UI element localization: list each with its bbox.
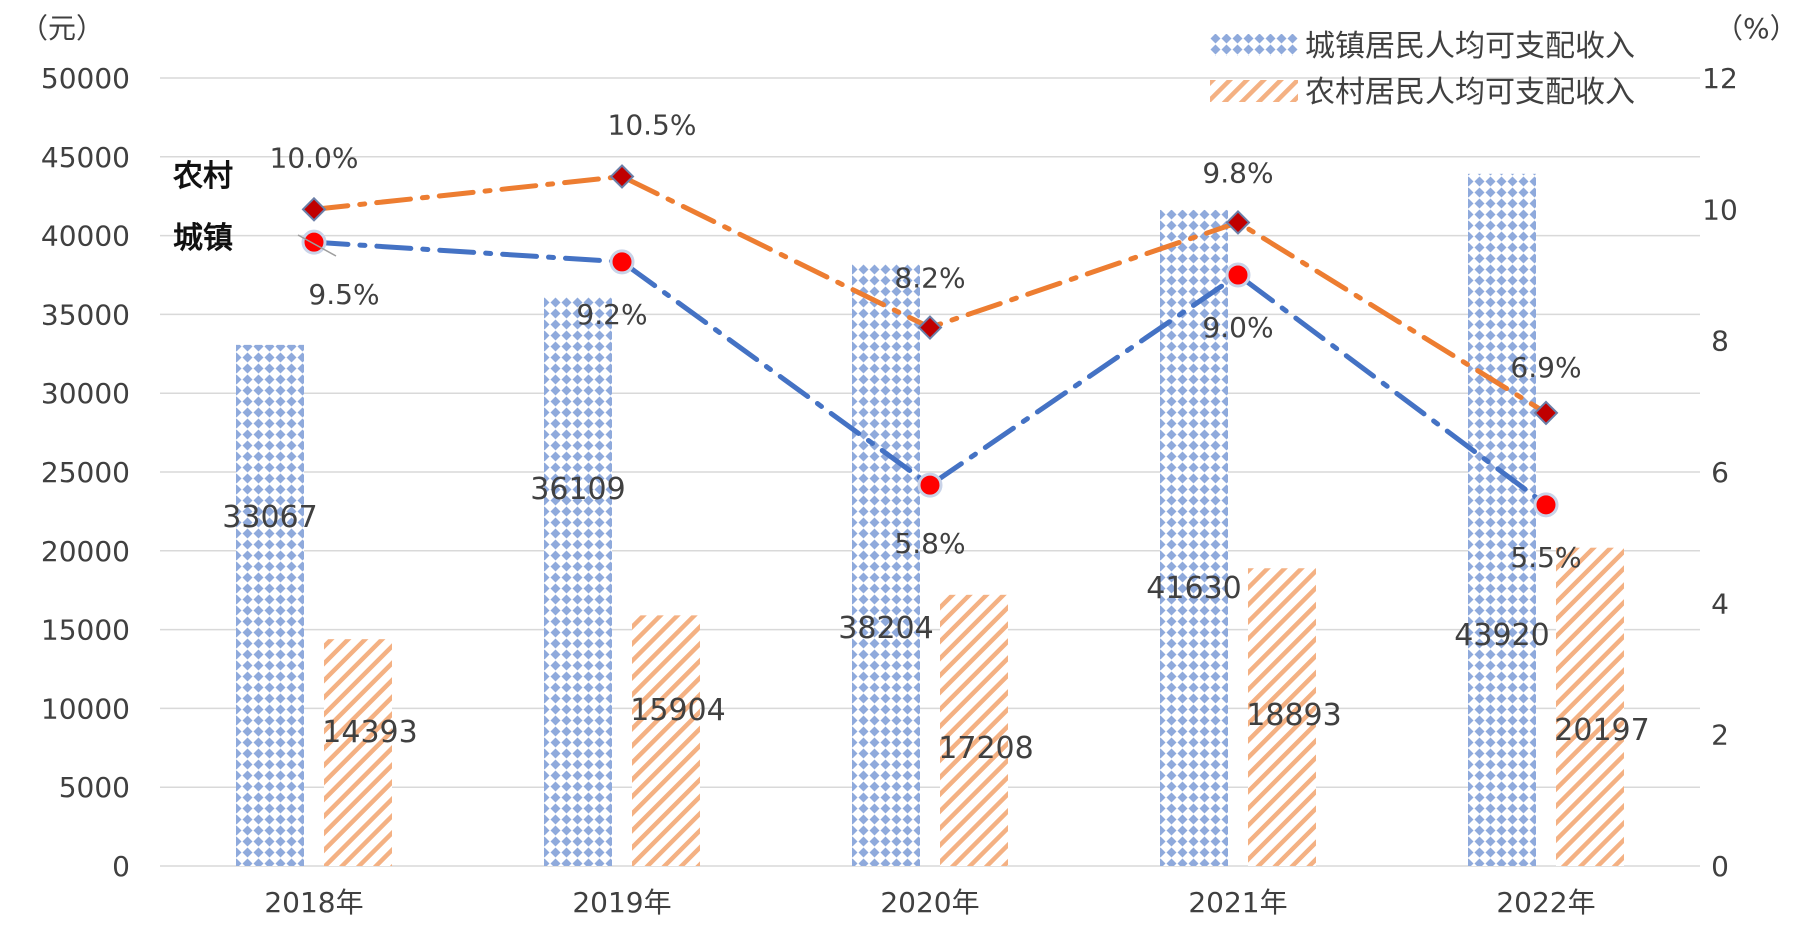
left-axis-unit: （元） <box>20 12 104 45</box>
growth-label-rural: 10.5% <box>608 109 697 142</box>
growth-label-urban: 5.5% <box>1510 541 1581 574</box>
y-right-tick-label: 6 <box>1711 456 1729 489</box>
y-left-tick-label: 45000 <box>41 141 130 174</box>
gridlines <box>160 77 1700 867</box>
x-tick-label: 2022年 <box>1496 886 1595 919</box>
x-tick-label: 2021年 <box>1188 886 1287 919</box>
bar-label-rural: 20197 <box>1554 713 1649 748</box>
bar-labels: 33067 36109 38204 41630 43920 14393 15904 17208… <box>222 472 1649 766</box>
right-axis: 0 2 4 6 8 10 12 <box>1702 62 1738 883</box>
y-left-tick-label: 10000 <box>41 692 130 725</box>
bar-label-urban: 36109 <box>530 472 625 507</box>
bar-rural <box>1556 547 1624 866</box>
y-right-tick-label: 8 <box>1711 325 1729 358</box>
marker-rural <box>1225 210 1251 235</box>
growth-label-rural: 8.2% <box>894 262 965 295</box>
marker-rural <box>609 164 635 189</box>
marker-rural <box>917 315 943 340</box>
legend-swatch-rural <box>1210 80 1298 102</box>
y-left-tick-label: 5000 <box>59 771 130 804</box>
left-axis: 0 5000 10000 15000 20000 25000 30000 35000 40000… <box>41 62 130 883</box>
y-left-tick-label: 40000 <box>41 220 130 253</box>
y-left-tick-label: 15000 <box>41 614 130 647</box>
x-tick-label: 2018年 <box>264 886 363 919</box>
y-right-tick-label: 12 <box>1702 62 1738 95</box>
marker-urban <box>1225 262 1251 288</box>
growth-labels: 10.0% 10.5% 8.2% 9.8% 6.9% 9.5% 9.2% 5.8% 9.0% 5.… <box>270 109 1582 574</box>
y-right-tick-label: 2 <box>1711 719 1729 752</box>
bar-label-rural: 18893 <box>1246 698 1341 733</box>
bar-rural <box>1248 568 1316 866</box>
growth-label-rural: 10.0% <box>270 141 359 174</box>
bar-label-rural: 15904 <box>630 693 725 728</box>
bars <box>236 173 1624 867</box>
y-right-tick-label: 4 <box>1711 587 1729 620</box>
bar-label-urban: 43920 <box>1454 618 1549 653</box>
y-left-tick-label: 0 <box>112 850 130 883</box>
legend-swatch-urban <box>1210 34 1298 56</box>
bar-urban <box>1160 209 1228 866</box>
marker-urban <box>609 249 635 275</box>
growth-label-urban: 9.2% <box>576 298 647 331</box>
bar-urban <box>852 263 920 866</box>
growth-label-rural: 6.9% <box>1510 351 1581 384</box>
bar-urban <box>236 344 304 866</box>
growth-label-urban: 9.5% <box>308 278 379 311</box>
bar-urban <box>1468 173 1536 866</box>
y-right-tick-label: 10 <box>1702 193 1738 226</box>
y-left-tick-label: 25000 <box>41 456 130 489</box>
marker-rural <box>301 196 327 222</box>
growth-label-rural: 9.8% <box>1202 156 1273 189</box>
marker-rural <box>1533 400 1559 426</box>
y-left-tick-label: 35000 <box>41 298 130 331</box>
marker-urban <box>1533 492 1559 518</box>
bar-rural <box>632 615 700 866</box>
x-tick-label: 2019年 <box>572 886 671 919</box>
bar-label-rural: 17208 <box>938 731 1033 766</box>
series-tag-rural: 农村 <box>172 159 233 194</box>
bar-label-urban: 38204 <box>838 611 933 646</box>
x-axis: 2018年 2019年 2020年 2021年 2022年 <box>264 886 1595 919</box>
series-tag-urban: 城镇 <box>173 221 233 256</box>
growth-label-urban: 9.0% <box>1202 311 1273 344</box>
bar-label-urban: 41630 <box>1146 571 1241 606</box>
x-tick-label: 2020年 <box>880 886 979 919</box>
growth-label-urban: 5.8% <box>894 527 965 560</box>
legend-label-rural: 农村居民人均可支配收入 <box>1305 75 1635 110</box>
y-left-tick-label: 30000 <box>41 377 130 410</box>
marker-urban <box>301 229 327 255</box>
bar-urban <box>544 296 612 867</box>
right-axis-unit: （%） <box>1715 12 1795 45</box>
bar-rural <box>324 639 392 866</box>
y-right-tick-label: 0 <box>1711 850 1729 883</box>
line-rural-growth <box>311 173 1549 416</box>
bar-label-urban: 33067 <box>222 500 317 535</box>
marker-urban <box>917 472 943 498</box>
y-left-tick-label: 20000 <box>41 535 130 568</box>
growth-lines <box>301 164 1559 518</box>
bar-rural <box>940 594 1008 866</box>
legend: 城镇居民人均可支配收入 农村居民人均可支配收入 <box>1210 29 1635 110</box>
y-left-tick-label: 50000 <box>41 62 130 95</box>
legend-label-urban: 城镇居民人均可支配收入 <box>1305 29 1635 64</box>
bar-label-rural: 14393 <box>322 715 417 750</box>
line-urban-growth <box>311 239 1549 508</box>
label-leader-line <box>297 234 337 257</box>
